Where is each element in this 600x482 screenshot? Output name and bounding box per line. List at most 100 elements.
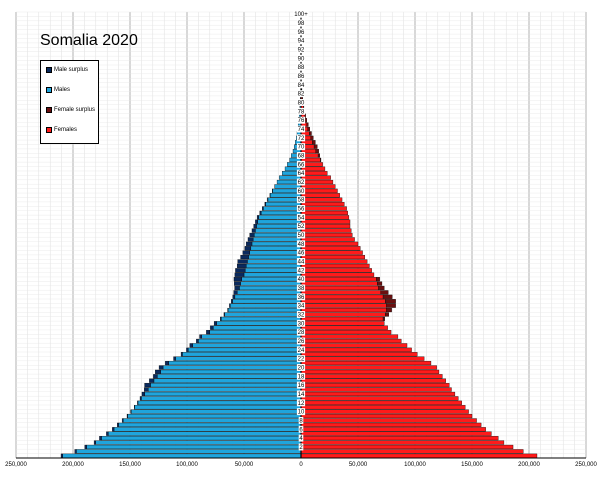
- age-label: 22: [298, 357, 305, 363]
- female-bar: [300, 422, 482, 427]
- male-surplus-bar: [234, 281, 241, 286]
- female-bar: [300, 197, 343, 202]
- male-bar: [187, 347, 302, 352]
- female-bar: [300, 312, 386, 317]
- male-surplus-bar: [237, 259, 248, 264]
- male-surplus-bar: [93, 440, 96, 445]
- male-bar: [251, 241, 302, 246]
- age-label: 40: [298, 277, 305, 283]
- male-surplus-bar: [234, 285, 240, 291]
- male-surplus-bar: [256, 215, 259, 220]
- female-bar: [300, 444, 514, 450]
- age-label: 100+: [294, 12, 308, 18]
- female-bar: [300, 188, 338, 193]
- age-label-bg: [296, 99, 306, 107]
- female-surplus-bar: [313, 144, 318, 149]
- age-label-bg: [296, 284, 306, 292]
- female-surplus-bar: [307, 126, 310, 132]
- age-label: 48: [298, 242, 305, 248]
- age-label-bg: [296, 196, 306, 204]
- age-label-bg: [296, 390, 306, 398]
- age-label: 4: [299, 436, 303, 442]
- male-bar: [209, 330, 302, 335]
- age-label: 28: [298, 330, 305, 336]
- male-surplus-bar: [126, 413, 128, 419]
- female-bar: [300, 294, 384, 299]
- female-bar: [300, 409, 469, 414]
- age-label: 70: [298, 145, 305, 151]
- age-label: 52: [298, 224, 305, 230]
- age-label: 86: [298, 74, 305, 80]
- age-label-bg: [296, 116, 306, 124]
- female-bar: [300, 427, 486, 432]
- female-bar: [300, 224, 351, 229]
- male-surplus-bar: [199, 334, 202, 339]
- male-bar: [168, 360, 302, 366]
- age-label-bg: [296, 222, 306, 230]
- legend-item-female-surplus: Female surplus: [46, 107, 95, 113]
- age-label-bg: [296, 372, 306, 380]
- age-label: 12: [298, 401, 305, 407]
- male-bar: [62, 453, 302, 458]
- age-label: 82: [298, 92, 305, 98]
- female-bar: [300, 259, 368, 264]
- male-surplus-bar: [253, 224, 257, 229]
- male-surplus-bar: [141, 391, 145, 397]
- female-bar: [300, 232, 353, 238]
- age-label-bg: [296, 37, 306, 45]
- male-bar: [227, 307, 302, 313]
- female-surplus-bar: [376, 277, 380, 282]
- x-tick-label: 250,000: [5, 462, 27, 468]
- female-bar: [300, 303, 387, 308]
- male-bar: [234, 294, 302, 299]
- age-label: 80: [298, 101, 305, 107]
- legend-swatch-female-surplus: [46, 107, 52, 113]
- female-surplus-bar: [317, 153, 320, 158]
- male-surplus-bar: [173, 356, 176, 361]
- male-bar: [76, 449, 302, 454]
- age-label-bg: [296, 363, 306, 371]
- x-tick-label: 150,000: [461, 462, 483, 468]
- age-label: 8: [299, 418, 303, 424]
- male-bar: [244, 268, 302, 273]
- female-bar: [300, 268, 372, 273]
- female-bar: [300, 325, 388, 330]
- age-label: 30: [298, 321, 305, 327]
- male-bar: [256, 224, 302, 229]
- female-bar: [300, 365, 437, 370]
- female-surplus-bar: [378, 285, 385, 291]
- male-bar: [239, 285, 302, 291]
- male-bar: [241, 277, 302, 282]
- female-bar: [300, 210, 348, 216]
- male-surplus-bar: [144, 383, 151, 388]
- female-bar: [300, 219, 351, 224]
- legend-item-females: Females: [46, 127, 77, 133]
- age-label-bg: [296, 169, 306, 177]
- age-label-bg: [296, 399, 306, 407]
- male-surplus-bar: [234, 272, 245, 277]
- male-bar: [153, 378, 302, 383]
- female-bar: [300, 321, 385, 326]
- male-surplus-bar: [196, 338, 199, 344]
- male-bar: [182, 352, 302, 357]
- male-surplus-bar: [117, 422, 119, 427]
- male-surplus-bar: [206, 330, 210, 335]
- male-bar: [260, 210, 302, 216]
- age-label: 66: [298, 162, 305, 168]
- male-surplus-bar: [246, 241, 253, 246]
- male-surplus-bar: [99, 436, 102, 441]
- age-label-bg: [296, 257, 306, 265]
- male-surplus-bar: [240, 254, 249, 260]
- female-bar: [300, 241, 359, 246]
- age-label: 10: [298, 410, 305, 416]
- female-bar: [300, 290, 381, 295]
- male-bar: [160, 369, 302, 374]
- age-label-bg: [296, 381, 306, 389]
- male-bar: [201, 334, 302, 339]
- legend-label-males: Males: [54, 87, 71, 93]
- legend-swatch-male-surplus: [46, 67, 52, 73]
- female-bar: [300, 307, 387, 313]
- age-label: 14: [298, 392, 305, 398]
- male-surplus-bar: [84, 444, 87, 450]
